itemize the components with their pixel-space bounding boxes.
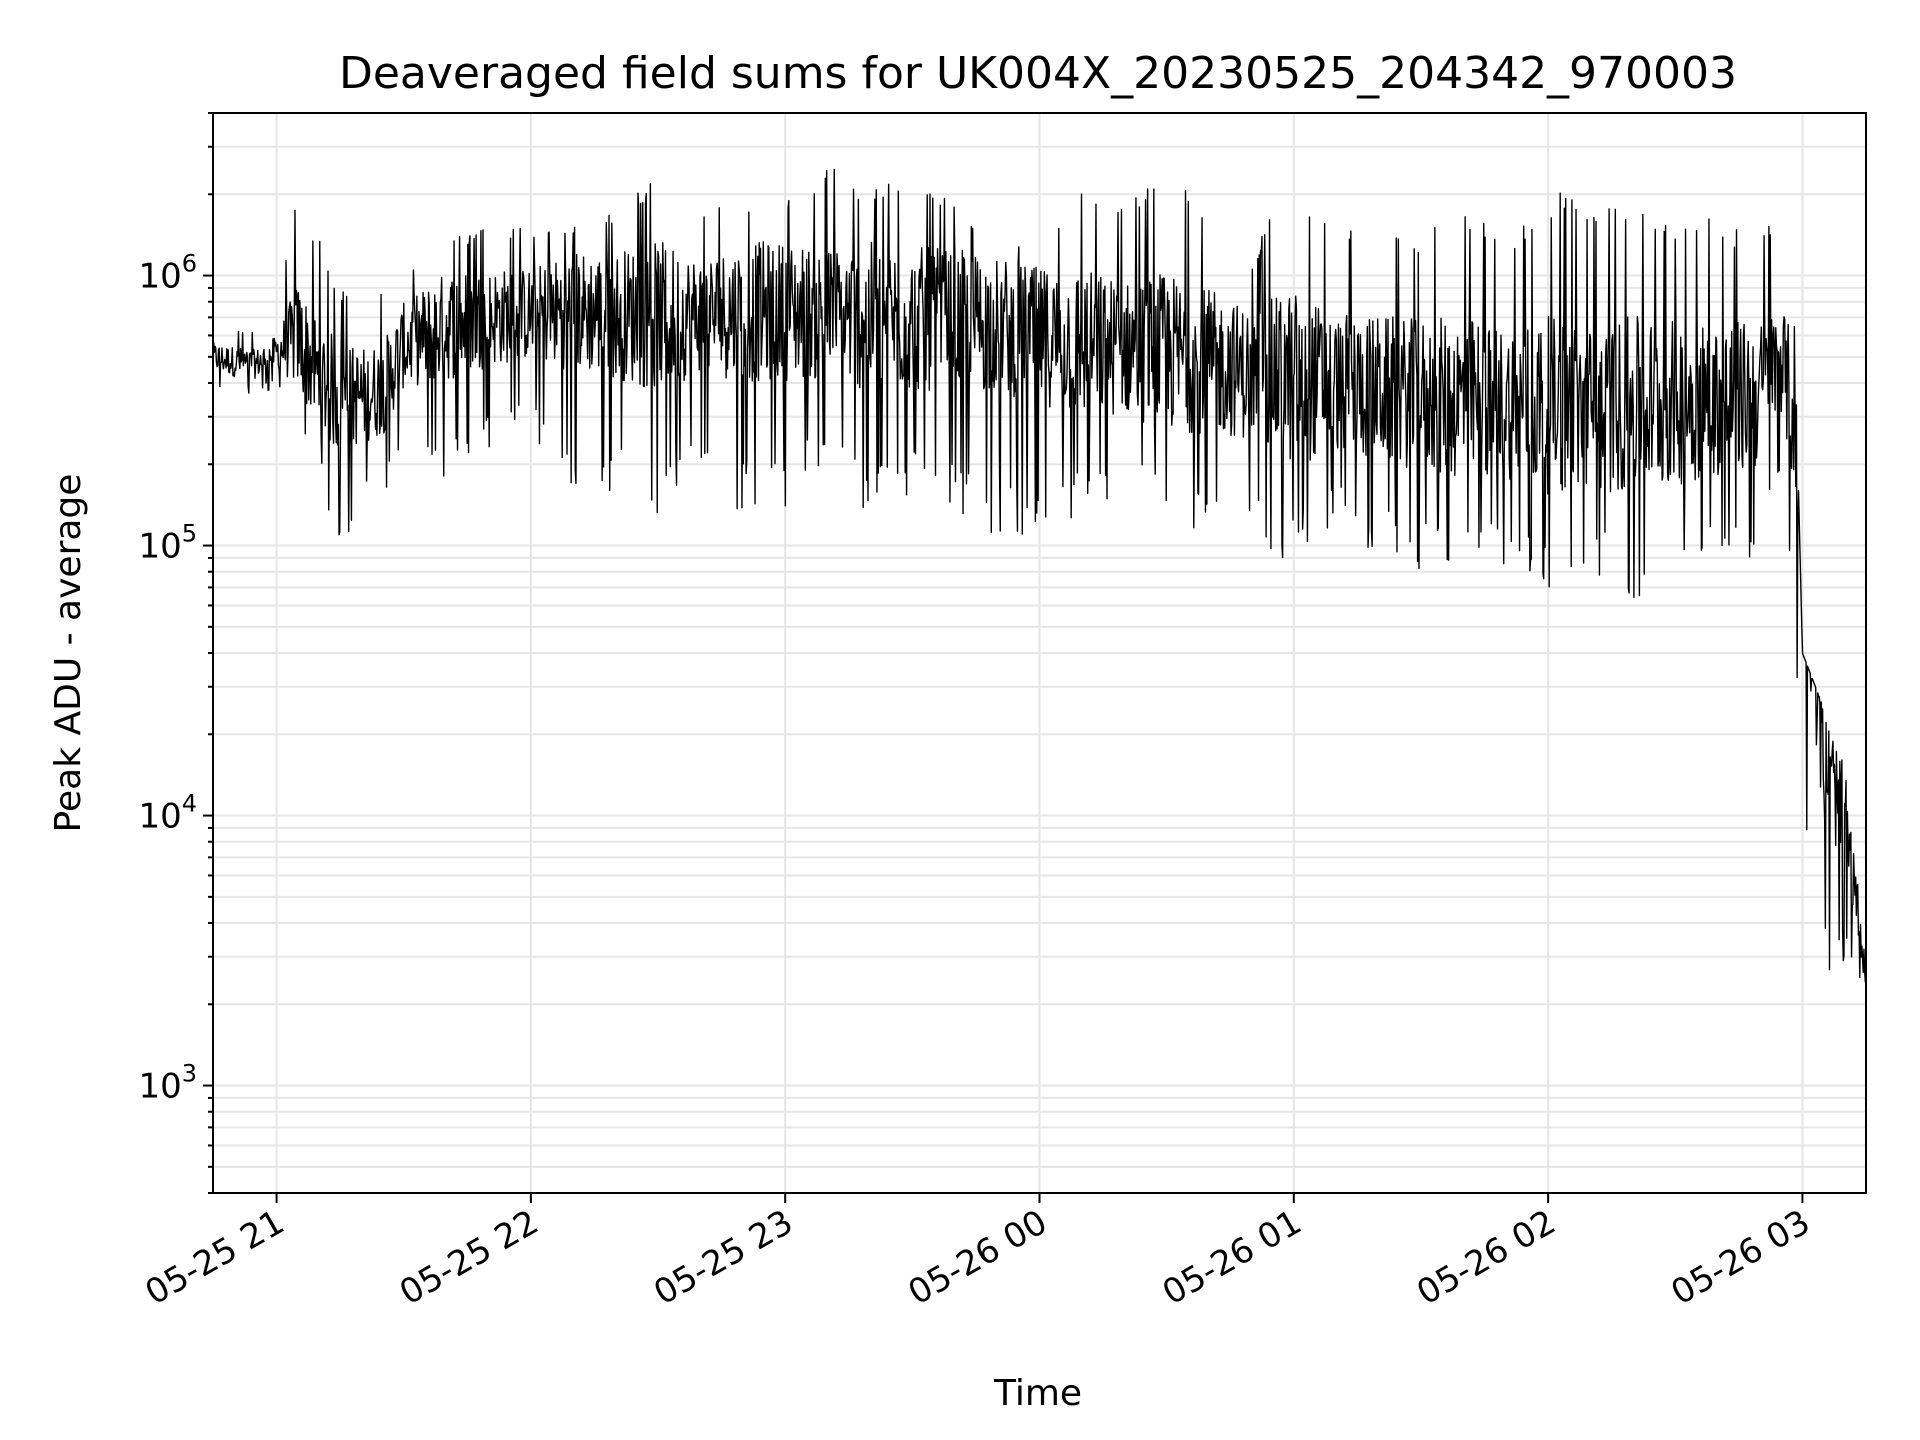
y-tick-label: 105: [138, 520, 197, 567]
series-trace: [212, 168, 1867, 983]
y-tick-label-exponent: 4: [182, 790, 197, 818]
x-tick-label: 05-26 00: [902, 1202, 1054, 1313]
y-tick-label: 103: [138, 1060, 197, 1107]
y-axis-label: Peak ADU - average: [48, 474, 89, 833]
y-tick-label-base: 10: [138, 257, 181, 297]
y-tick-label: 104: [138, 790, 197, 837]
x-tick-label: 05-25 22: [393, 1202, 545, 1313]
x-tick-label: 05-26 01: [1156, 1202, 1308, 1313]
y-tick-label-base: 10: [138, 527, 181, 567]
x-tick-label: 05-25 21: [139, 1202, 291, 1313]
series-line: [212, 168, 1867, 983]
chart-title: Deaveraged field sums for UK004X_2023052…: [339, 48, 1737, 99]
y-tick-label-exponent: 3: [182, 1060, 197, 1088]
y-tick-label: 106: [138, 250, 197, 297]
x-tick-label: 05-26 03: [1665, 1202, 1817, 1313]
y-tick-label-base: 10: [138, 1067, 181, 1107]
x-tick-label: 05-25 23: [647, 1202, 799, 1313]
y-tick-label-base: 10: [138, 797, 181, 837]
x-axis-label: Time: [993, 1373, 1082, 1414]
y-tick-label-exponent: 5: [182, 520, 197, 548]
grid: [213, 112, 1866, 1194]
x-tick-label: 05-26 02: [1410, 1202, 1562, 1313]
y-tick-label-exponent: 6: [182, 250, 197, 278]
